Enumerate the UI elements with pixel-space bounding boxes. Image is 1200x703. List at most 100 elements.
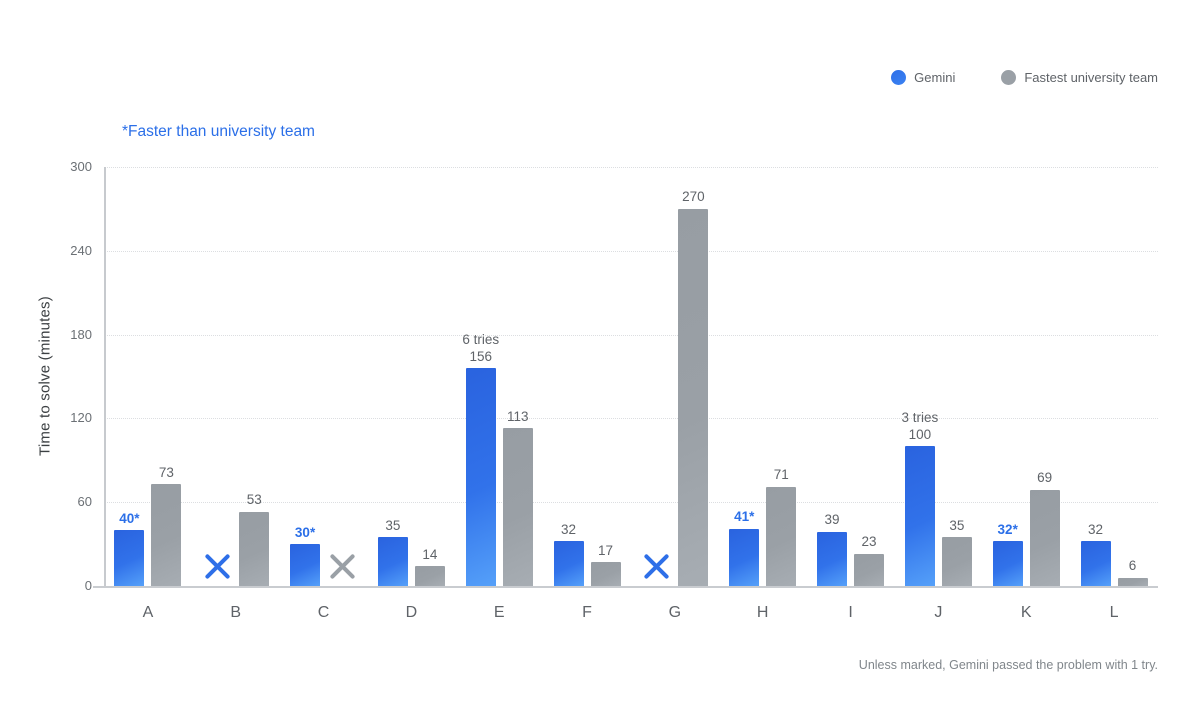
gridline-120 bbox=[104, 418, 1158, 420]
footnote: Unless marked, Gemini passed the problem… bbox=[858, 658, 1158, 672]
legend-label-university: Fastest university team bbox=[1024, 70, 1158, 85]
university-bar-unit-C bbox=[327, 550, 357, 586]
gemini-value-label-E: 156 bbox=[469, 348, 492, 364]
gemini-value-label-C: 30* bbox=[294, 524, 316, 540]
x-axis-label-C: C bbox=[317, 604, 330, 621]
university-bar-G bbox=[678, 208, 709, 586]
gemini-bar-unit-L: 32 bbox=[1080, 522, 1111, 586]
gemini-bar-K bbox=[992, 541, 1023, 586]
y-axis-line bbox=[104, 167, 106, 586]
bar-group-K: 32* 69 K bbox=[982, 167, 1070, 621]
gridlines bbox=[104, 167, 1158, 586]
gemini-bar-unit-G bbox=[641, 550, 671, 586]
university-bar-E bbox=[502, 428, 533, 586]
gemini-bar-I bbox=[817, 531, 848, 586]
gemini-bar-F bbox=[553, 541, 584, 586]
university-value-label-D: 14 bbox=[422, 546, 438, 562]
gemini-value-label-H: 41* bbox=[734, 509, 755, 525]
bar-group-H: 41* 71 H bbox=[719, 167, 807, 621]
gemini-bar-A bbox=[114, 530, 145, 586]
y-tick-label-180: 180 bbox=[70, 326, 92, 342]
university-bar-unit-H: 71 bbox=[766, 467, 797, 586]
university-bar-J bbox=[941, 537, 972, 586]
university-value-label-F: 17 bbox=[598, 542, 614, 558]
bar-group-I: 39 23 I bbox=[807, 167, 895, 621]
gemini-bar-unit-F: 32 bbox=[553, 521, 584, 586]
bar-group-J: 3 tries 100 35 J bbox=[894, 167, 982, 621]
legend-item-gemini: Gemini bbox=[891, 70, 955, 85]
gemini-value-label-F: 32 bbox=[561, 521, 577, 537]
gemini-bar-unit-K: 32* bbox=[992, 521, 1023, 586]
x-axis-label-B: B bbox=[230, 604, 242, 621]
bar-group-B: 53 B bbox=[192, 167, 280, 621]
gemini-bar-unit-I: 39 bbox=[817, 512, 848, 586]
bar-group-C: 30* C bbox=[280, 167, 368, 621]
university-bar-unit-D: 14 bbox=[414, 546, 445, 586]
x-axis-label-H: H bbox=[756, 604, 769, 621]
bar-group-F: 32 17 F bbox=[543, 167, 631, 621]
x-axis-label-E: E bbox=[493, 604, 505, 621]
x-axis-label-A: A bbox=[142, 604, 154, 621]
y-tick-label-300: 300 bbox=[70, 159, 92, 174]
university-value-label-G: 270 bbox=[682, 189, 705, 205]
gemini-value-label-D: 35 bbox=[385, 517, 401, 533]
gemini-bar-unit-D: 35 bbox=[377, 517, 408, 586]
university-bar-I bbox=[854, 553, 885, 586]
gemini-bar-unit-E: 6 tries 156 bbox=[462, 332, 499, 586]
bar-group-G: 270 G bbox=[631, 167, 719, 621]
gemini-bar-C bbox=[290, 544, 321, 586]
x-axis-label-F: F bbox=[582, 604, 592, 621]
x-axis-label-K: K bbox=[1020, 604, 1032, 621]
university-value-label-H: 71 bbox=[773, 467, 789, 483]
bar-group-D: 35 14 D bbox=[367, 167, 455, 621]
university-value-label-L: 6 bbox=[1128, 558, 1137, 574]
gemini-bar-unit-C: 30* bbox=[290, 524, 321, 586]
gemini-value-label-I: 39 bbox=[824, 512, 840, 528]
gemini-bar-H bbox=[729, 528, 760, 586]
gemini-value-label-A: 40* bbox=[119, 510, 140, 526]
legend-label-gemini: Gemini bbox=[914, 70, 956, 85]
university-bar-unit-B: 53 bbox=[239, 492, 270, 586]
university-bar-F bbox=[590, 562, 621, 586]
gemini-bar-J bbox=[904, 446, 935, 586]
bar-group-A: 40* 73 A bbox=[104, 167, 192, 621]
y-tick-label-120: 120 bbox=[70, 410, 92, 426]
bar-group-E: 6 tries 156 113 E bbox=[455, 167, 543, 621]
gemini-failed-x-icon bbox=[644, 554, 669, 579]
gemini-value-label-K: 32* bbox=[997, 521, 1018, 537]
x-axis-line bbox=[93, 586, 1158, 588]
university-value-label-K: 69 bbox=[1037, 470, 1053, 486]
gemini-failed-x-icon bbox=[205, 554, 230, 579]
gemini-bar-L bbox=[1080, 541, 1111, 586]
university-bar-A bbox=[151, 484, 182, 586]
y-axis-ticks: 0 60 120 180 240 300 bbox=[0, 159, 92, 593]
gridline-300 bbox=[104, 167, 1158, 168]
tries-annotation-E: 6 tries bbox=[462, 332, 500, 348]
y-tick-label-60: 60 bbox=[77, 494, 92, 510]
university-legend-dot-icon bbox=[1001, 70, 1017, 85]
tries-annotation-J: 3 tries bbox=[901, 410, 939, 426]
university-bar-H bbox=[766, 486, 797, 586]
x-axis-label-J: J bbox=[934, 604, 943, 621]
university-value-label-I: 23 bbox=[861, 534, 877, 550]
university-bar-unit-K: 69 bbox=[1029, 470, 1060, 586]
university-bar-unit-I: 23 bbox=[854, 534, 885, 586]
x-axis-label-D: D bbox=[405, 604, 418, 621]
gemini-legend-dot-icon bbox=[891, 70, 907, 85]
gemini-bar-unit-H: 41* bbox=[729, 509, 760, 586]
university-bar-unit-E: 113 bbox=[502, 409, 533, 586]
gemini-bar-unit-B bbox=[202, 550, 232, 586]
y-tick-label-0: 0 bbox=[84, 578, 92, 593]
plot-area: 40* 73 A 53 B 30* C 35 14 D 6 tries 156 113 E 32 17 F 270… bbox=[93, 167, 1158, 621]
x-axis-label-I: I bbox=[848, 604, 853, 621]
legend-item-university: Fastest university team bbox=[1001, 70, 1158, 85]
university-bar-B bbox=[239, 511, 270, 586]
university-bar-unit-F: 17 bbox=[590, 542, 621, 586]
gemini-bar-D bbox=[377, 537, 408, 586]
gemini-bar-unit-A: 40* bbox=[114, 510, 145, 586]
university-bar-unit-G: 270 bbox=[678, 189, 709, 586]
y-tick-label-240: 240 bbox=[70, 242, 92, 258]
university-value-label-B: 53 bbox=[246, 492, 262, 508]
gridline-60 bbox=[104, 502, 1158, 504]
